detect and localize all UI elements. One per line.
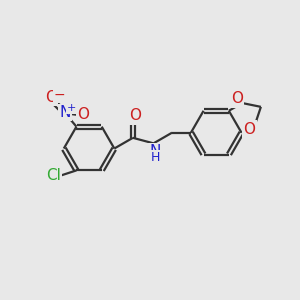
Text: +: +	[67, 103, 76, 113]
Text: O: O	[77, 107, 89, 122]
Text: O: O	[129, 108, 141, 123]
Text: −: −	[54, 88, 66, 102]
Text: O: O	[244, 122, 256, 136]
Text: N: N	[59, 105, 71, 120]
Text: N: N	[149, 144, 161, 159]
Text: Cl: Cl	[46, 168, 61, 183]
Text: O: O	[231, 92, 243, 106]
Text: H: H	[150, 151, 160, 164]
Text: O: O	[45, 90, 57, 105]
